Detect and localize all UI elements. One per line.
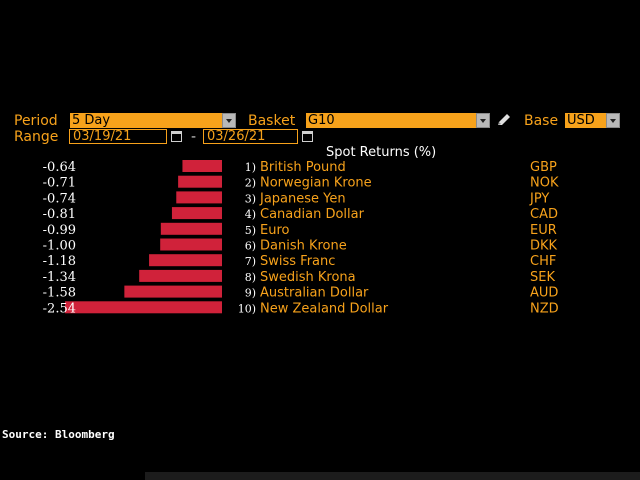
basket-label: Basket bbox=[248, 113, 296, 129]
rank-label: 1) bbox=[245, 161, 256, 174]
pencil-icon[interactable] bbox=[496, 113, 512, 127]
value-label: -0.71 bbox=[43, 176, 76, 191]
currency-name-link[interactable]: Australian Dollar bbox=[260, 286, 369, 301]
currency-code: NZD bbox=[530, 301, 559, 316]
value-label: -1.58 bbox=[43, 286, 76, 301]
basket-chevron-down-icon[interactable] bbox=[476, 113, 490, 128]
bottom-scroll-strip bbox=[145, 472, 640, 480]
value-label: -1.34 bbox=[43, 270, 76, 285]
currency-code: EUR bbox=[530, 223, 557, 238]
bar-chf bbox=[149, 254, 222, 267]
basket-dropdown[interactable]: G10 bbox=[306, 113, 476, 128]
value-label: -0.64 bbox=[43, 160, 76, 175]
rank-label: 5) bbox=[245, 224, 256, 237]
currency-code: GBP bbox=[530, 160, 557, 175]
chart-title: Spot Returns (%) bbox=[326, 145, 437, 160]
currency-name-link[interactable]: Canadian Dollar bbox=[260, 207, 365, 222]
bar-sek bbox=[139, 269, 222, 282]
period-label: Period bbox=[14, 113, 58, 129]
period-chevron-down-icon[interactable] bbox=[222, 113, 236, 128]
range-start-calendar-icon[interactable] bbox=[171, 131, 182, 142]
period-dropdown[interactable]: 5 Day bbox=[70, 113, 222, 128]
currency-name-link[interactable]: Swedish Krona bbox=[260, 270, 356, 285]
rank-label: 9) bbox=[245, 287, 256, 300]
currency-name-link[interactable]: Danish Krone bbox=[260, 239, 347, 254]
value-label: -2.54 bbox=[43, 301, 76, 316]
base-chevron-down-icon[interactable] bbox=[606, 113, 620, 128]
currency-name-link[interactable]: Swiss Franc bbox=[260, 254, 335, 269]
rank-label: 3) bbox=[245, 192, 256, 205]
rank-label: 8) bbox=[245, 271, 256, 284]
rank-label: 4) bbox=[245, 208, 256, 221]
range-end-date-input[interactable]: 03/26/21 bbox=[203, 129, 298, 144]
bar-cad bbox=[171, 207, 222, 220]
base-dropdown[interactable]: USD bbox=[565, 113, 606, 128]
base-label: Base bbox=[524, 113, 559, 129]
rank-label: 7) bbox=[245, 255, 256, 268]
currency-name-link[interactable]: New Zealand Dollar bbox=[260, 301, 389, 316]
currency-name-link[interactable]: Euro bbox=[260, 223, 290, 238]
value-label: -1.00 bbox=[43, 239, 76, 254]
spot-returns-chart: -0.64 1) British Pound GBP -0.71 2) Norwegian … bbox=[43, 160, 559, 316]
range-end-calendar-icon[interactable] bbox=[302, 131, 313, 142]
currency-code: AUD bbox=[530, 286, 558, 301]
currency-code: CHF bbox=[530, 254, 556, 269]
value-label: -1.18 bbox=[43, 254, 76, 269]
range-label: Range bbox=[14, 129, 59, 145]
range-start-date-input[interactable]: 03/19/21 bbox=[69, 129, 167, 144]
bar-nok bbox=[178, 175, 222, 188]
bar-gbp bbox=[182, 160, 222, 172]
value-label: -0.81 bbox=[43, 207, 76, 222]
value-label: -0.74 bbox=[43, 191, 76, 206]
rank-label: 2) bbox=[245, 177, 256, 190]
currency-code: CAD bbox=[530, 207, 558, 222]
rank-label: 10) bbox=[238, 302, 256, 315]
currency-code: JPY bbox=[529, 191, 549, 206]
source-note: Source: Bloomberg bbox=[2, 428, 115, 441]
bar-nzd bbox=[65, 301, 222, 314]
currency-code: DKK bbox=[530, 239, 558, 254]
bar-dkk bbox=[160, 238, 222, 251]
currency-name-link[interactable]: Norwegian Krone bbox=[260, 176, 372, 191]
bar-jpy bbox=[176, 191, 222, 204]
currency-name-link[interactable]: British Pound bbox=[260, 160, 346, 175]
bar-aud bbox=[124, 285, 222, 298]
range-separator: - bbox=[191, 129, 197, 145]
bar-eur bbox=[160, 222, 222, 235]
currency-code: SEK bbox=[530, 270, 555, 285]
rank-label: 6) bbox=[245, 240, 256, 253]
currency-name-link[interactable]: Japanese Yen bbox=[259, 191, 346, 206]
currency-code: NOK bbox=[530, 176, 559, 191]
value-label: -0.99 bbox=[43, 223, 76, 238]
